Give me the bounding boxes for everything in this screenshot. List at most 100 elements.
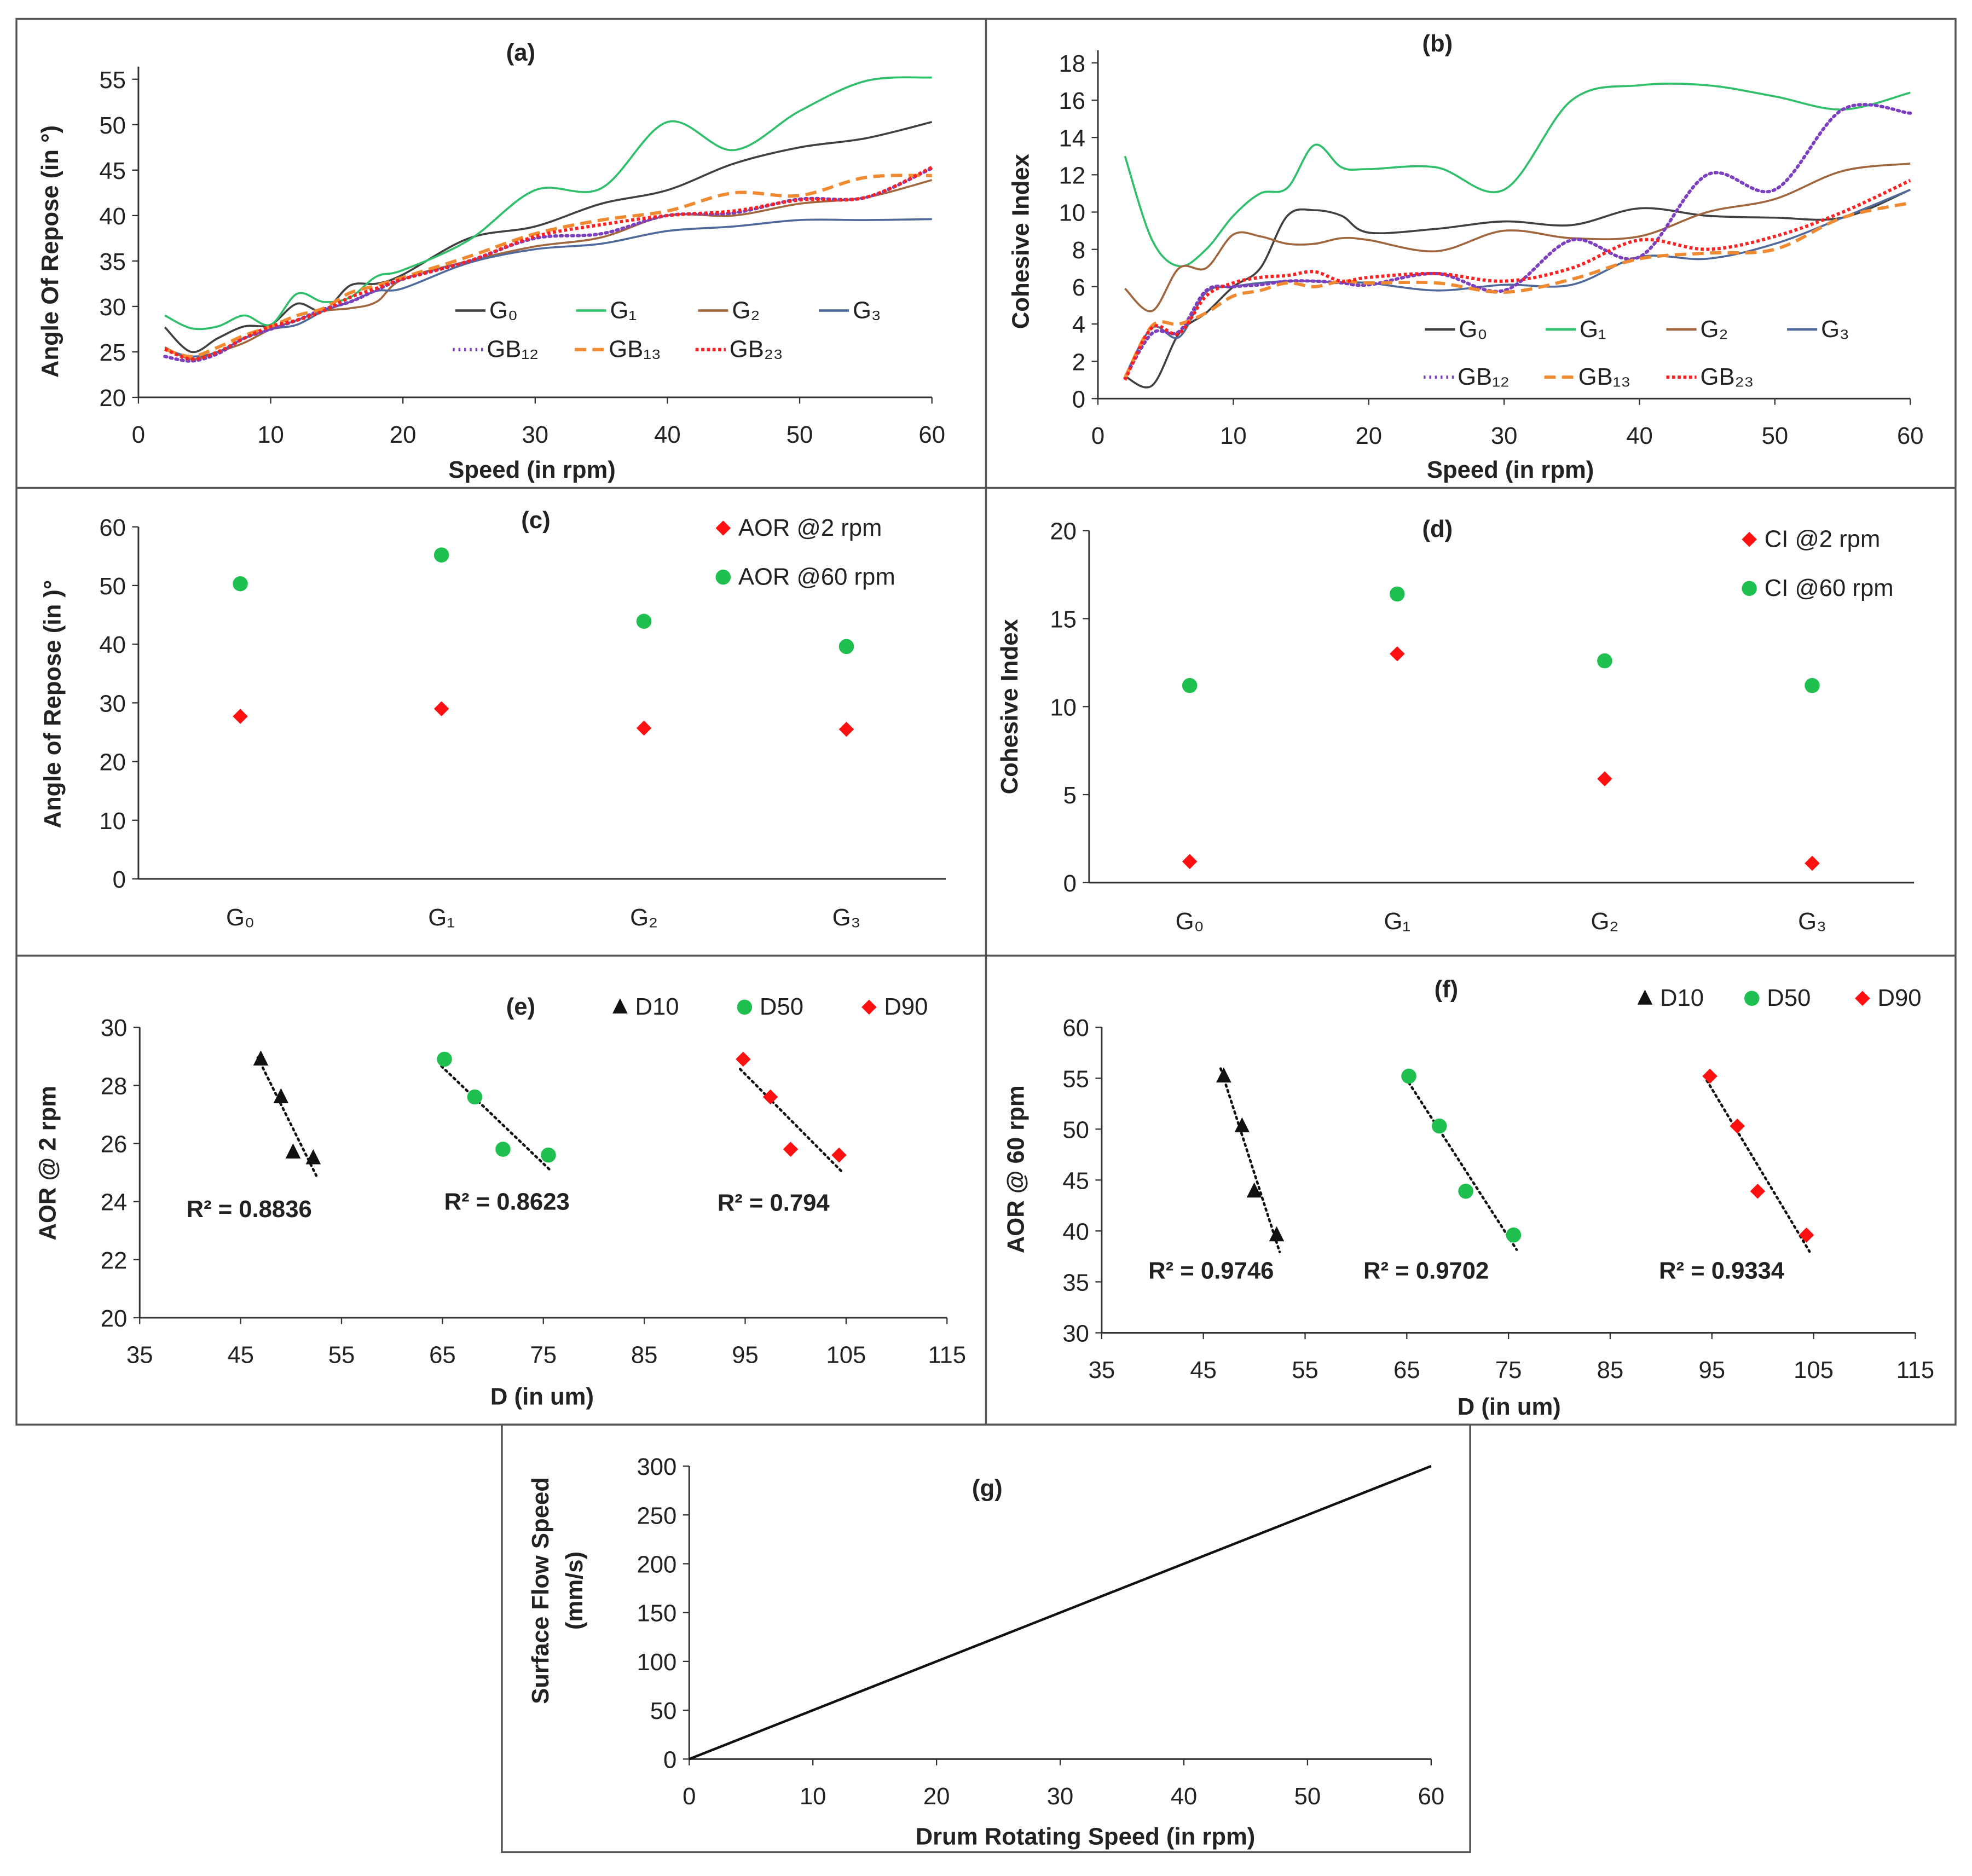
- x-tick-label: 0: [1091, 422, 1104, 449]
- series-line: [164, 76, 932, 331]
- trendline: [738, 1068, 843, 1173]
- y-tick-label: 35: [99, 248, 126, 275]
- x-tick-label: 30: [1047, 1783, 1074, 1810]
- y-tick-label: 22: [101, 1247, 128, 1274]
- legend-marker: [1744, 991, 1760, 1006]
- y-tick-label: 8: [1072, 237, 1085, 264]
- y-tick-label: 14: [1059, 125, 1085, 152]
- x-tick-label: 95: [1699, 1357, 1726, 1383]
- x-tick-label: 50: [787, 421, 813, 448]
- trendline: [440, 1064, 553, 1173]
- x-tick-label: 40: [654, 421, 681, 448]
- y-tick-label: 30: [99, 294, 126, 321]
- x-tick-label: 60: [918, 421, 945, 448]
- x-tick-label: 75: [530, 1342, 557, 1369]
- legend-label: AOR @2 rpm: [738, 514, 882, 541]
- x-tick-label: 45: [1190, 1357, 1217, 1383]
- trendline: [1219, 1067, 1281, 1254]
- legend-label: G₃: [1821, 316, 1849, 343]
- legend-label: CI @60 rpm: [1765, 575, 1894, 601]
- x-tick-label: 65: [1393, 1357, 1420, 1383]
- legend-label: D10: [635, 993, 679, 1020]
- data-point: [285, 1143, 301, 1159]
- x-axis-title: Drum Rotating Speed (in rpm): [916, 1823, 1256, 1850]
- x-tick-label: 55: [328, 1342, 355, 1369]
- y-tick-label: 0: [113, 866, 126, 893]
- series-line: [1123, 103, 1912, 380]
- data-point: [636, 613, 652, 629]
- data-point: [1506, 1227, 1522, 1243]
- y-tick-label: 200: [637, 1551, 676, 1578]
- x-tick-label: 30: [522, 421, 549, 448]
- legend-label: GB₂₃: [1701, 363, 1754, 390]
- x-tick-label: 10: [1220, 422, 1247, 449]
- y-tick-label: 18: [1059, 50, 1085, 77]
- series-line: [164, 166, 933, 361]
- x-tick-label: 115: [928, 1342, 966, 1369]
- series-line: [1124, 82, 1911, 268]
- x-tick-label: 105: [1794, 1357, 1834, 1383]
- chart-panel-g: 0 50 100 150 200 250 300 0 10 20 30 40 50 60 (g) Drum R…: [527, 1454, 1444, 1850]
- y-tick-label: 40: [99, 632, 126, 658]
- chart-panel-a: 20 25 30 35 40 45 50 55 0 10 20 30 40 50 60 (a) Speed (i…: [37, 39, 945, 483]
- x-tick-label: 75: [1495, 1357, 1522, 1383]
- legend-label: GB₁₂: [1458, 363, 1510, 390]
- legend-marker: [612, 998, 628, 1014]
- legend-label: D90: [1877, 985, 1921, 1011]
- y-tick-label: 45: [1062, 1167, 1089, 1194]
- legend-marker: [861, 999, 877, 1015]
- data-point: [467, 1089, 483, 1105]
- chart-title: (c): [521, 507, 550, 534]
- x-tick-label: 65: [429, 1342, 456, 1369]
- data-point: [253, 1050, 269, 1066]
- series-line: [689, 1464, 1432, 1761]
- x-tick-label: 40: [1626, 422, 1653, 449]
- y-tick-label: 0: [1072, 386, 1085, 413]
- x-tick-label: 45: [227, 1342, 254, 1369]
- chart-title: (d): [1422, 516, 1453, 542]
- y-tick-label: 28: [101, 1073, 128, 1099]
- series-line: [1123, 178, 1911, 381]
- data-point: [1458, 1183, 1473, 1199]
- r-squared-label: R² = 0.9334: [1659, 1258, 1785, 1284]
- r-squared-label: R² = 0.8623: [444, 1188, 569, 1215]
- y-tick-label: 15: [1050, 606, 1077, 633]
- legend-marker: [737, 999, 753, 1015]
- data-point: [1432, 1118, 1447, 1134]
- y-tick-label: 35: [1062, 1269, 1089, 1296]
- category-label: G₀: [226, 904, 255, 931]
- y-tick-label: 50: [1062, 1116, 1089, 1143]
- series-line: [164, 121, 933, 354]
- y-tick-label: 40: [99, 203, 126, 230]
- category-label: G₂: [1591, 908, 1618, 935]
- y-tick-label: 4: [1072, 311, 1085, 338]
- r-squared-label: R² = 0.9746: [1148, 1258, 1274, 1284]
- x-tick-label: 20: [923, 1783, 950, 1810]
- trendline: [256, 1056, 318, 1177]
- legend-label: D90: [884, 993, 928, 1020]
- data-point: [273, 1088, 289, 1103]
- legend-marker: [715, 520, 731, 536]
- x-tick-label: 20: [390, 421, 417, 448]
- data-point: [1246, 1182, 1262, 1198]
- data-point: [838, 639, 854, 655]
- data-point: [433, 547, 449, 563]
- y-tick-label: 150: [637, 1600, 676, 1627]
- y-axis-title: Angle Of Repose (in °): [37, 125, 63, 378]
- x-axis-title: Speed (in rpm): [1427, 456, 1594, 483]
- y-tick-label: 20: [99, 749, 126, 776]
- category-label: G₃: [832, 904, 861, 931]
- data-point: [1216, 1067, 1231, 1082]
- r-squared-label: R² = 0.8836: [186, 1196, 311, 1223]
- legend-label: AOR @60 rpm: [738, 563, 895, 590]
- y-tick-label: 45: [99, 158, 126, 184]
- x-tick-label: 105: [826, 1342, 866, 1369]
- x-tick-label: 30: [1491, 422, 1518, 449]
- legend-label: G₃: [853, 297, 881, 323]
- data-point: [1182, 854, 1198, 870]
- legend-label: D50: [760, 993, 803, 1020]
- legend-marker: [1742, 581, 1757, 597]
- legend-label: G₁: [610, 297, 637, 323]
